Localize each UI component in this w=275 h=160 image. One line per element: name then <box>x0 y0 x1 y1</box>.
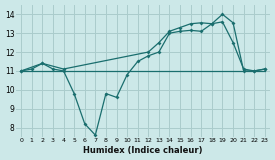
X-axis label: Humidex (Indice chaleur): Humidex (Indice chaleur) <box>83 146 203 155</box>
